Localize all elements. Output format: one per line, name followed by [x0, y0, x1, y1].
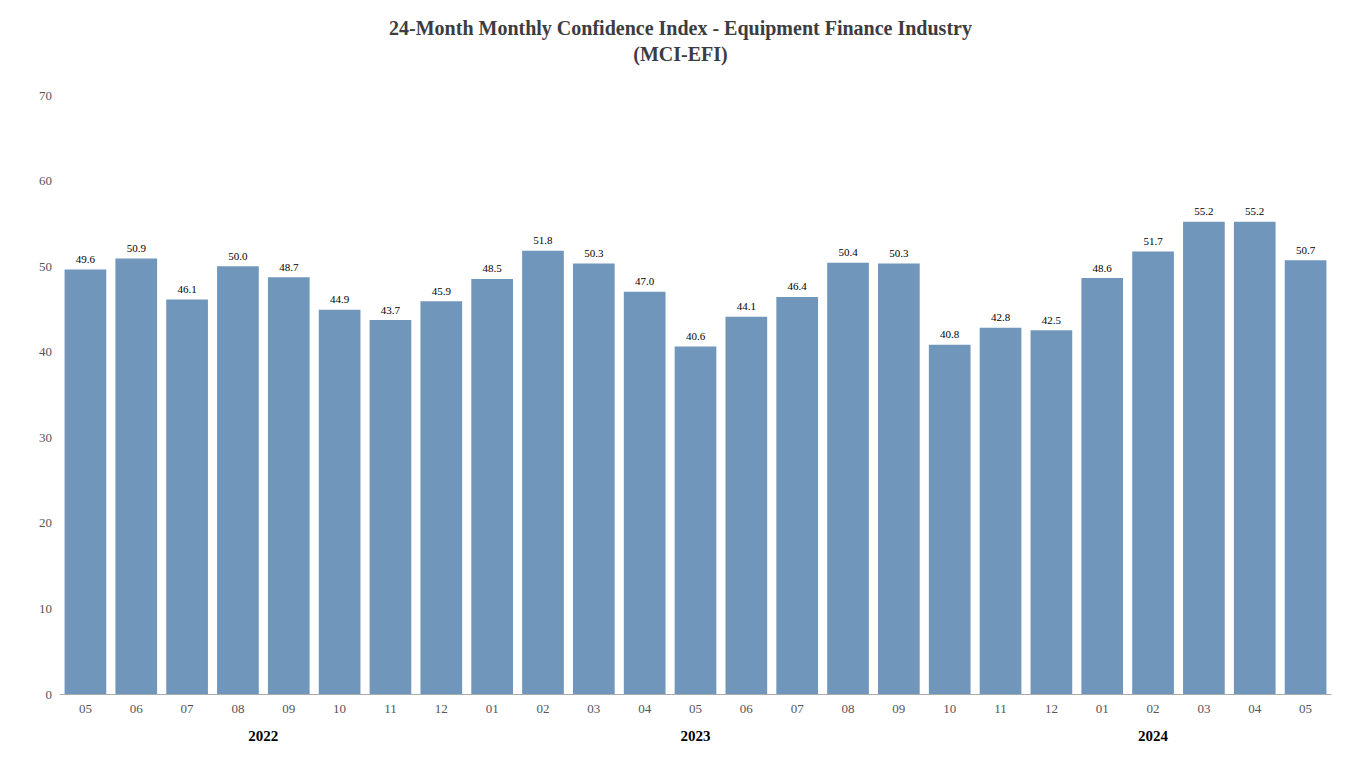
svg-text:60: 60 — [39, 173, 52, 188]
svg-text:46.4: 46.4 — [788, 280, 808, 292]
svg-text:06: 06 — [130, 701, 144, 716]
svg-text:2022: 2022 — [248, 728, 278, 744]
svg-text:47.0: 47.0 — [635, 275, 655, 287]
svg-text:40.8: 40.8 — [940, 328, 960, 340]
svg-text:49.6: 49.6 — [76, 253, 96, 265]
svg-text:11: 11 — [994, 701, 1007, 716]
svg-text:51.7: 51.7 — [1143, 235, 1163, 247]
svg-text:03: 03 — [1197, 701, 1210, 716]
svg-text:01: 01 — [1096, 701, 1109, 716]
svg-text:05: 05 — [79, 701, 92, 716]
svg-text:51.8: 51.8 — [533, 234, 553, 246]
svg-text:05: 05 — [1299, 701, 1312, 716]
svg-text:08: 08 — [842, 701, 855, 716]
svg-text:48.6: 48.6 — [1093, 262, 1113, 274]
svg-text:44.9: 44.9 — [330, 293, 350, 305]
svg-text:50.9: 50.9 — [127, 242, 147, 254]
svg-text:02: 02 — [1147, 701, 1160, 716]
svg-text:42.5: 42.5 — [1042, 314, 1062, 326]
svg-text:10: 10 — [333, 701, 346, 716]
svg-text:04: 04 — [1248, 701, 1262, 716]
svg-text:43.7: 43.7 — [381, 304, 401, 316]
svg-text:12: 12 — [1045, 701, 1058, 716]
svg-text:48.5: 48.5 — [483, 262, 503, 274]
svg-text:50.7: 50.7 — [1296, 244, 1316, 256]
svg-text:55.2: 55.2 — [1245, 205, 1264, 217]
svg-text:05: 05 — [689, 701, 702, 716]
svg-text:12: 12 — [435, 701, 448, 716]
svg-text:11: 11 — [384, 701, 397, 716]
svg-text:70: 70 — [39, 88, 52, 103]
svg-text:50.3: 50.3 — [889, 247, 909, 259]
svg-text:(MCI-EFI): (MCI-EFI) — [633, 43, 727, 66]
svg-text:0: 0 — [46, 687, 53, 702]
svg-text:01: 01 — [486, 701, 499, 716]
svg-text:09: 09 — [892, 701, 905, 716]
svg-text:45.9: 45.9 — [432, 285, 452, 297]
svg-text:08: 08 — [231, 701, 244, 716]
svg-text:40.6: 40.6 — [686, 330, 706, 342]
svg-text:2024: 2024 — [1138, 728, 1169, 744]
svg-text:46.1: 46.1 — [177, 283, 196, 295]
svg-text:06: 06 — [740, 701, 754, 716]
svg-text:50.0: 50.0 — [228, 250, 248, 262]
svg-text:07: 07 — [791, 701, 805, 716]
svg-text:50.4: 50.4 — [838, 246, 858, 258]
svg-text:55.2: 55.2 — [1194, 205, 1213, 217]
svg-text:07: 07 — [181, 701, 195, 716]
svg-text:10: 10 — [943, 701, 956, 716]
svg-text:24-Month Monthly Confidence In: 24-Month Monthly Confidence Index - Equi… — [389, 17, 972, 40]
svg-text:42.8: 42.8 — [991, 311, 1011, 323]
svg-text:50: 50 — [39, 259, 52, 274]
svg-text:40: 40 — [39, 344, 52, 359]
svg-text:20: 20 — [39, 515, 52, 530]
svg-text:04: 04 — [638, 701, 652, 716]
svg-text:02: 02 — [536, 701, 549, 716]
svg-text:09: 09 — [282, 701, 295, 716]
svg-text:44.1: 44.1 — [737, 300, 756, 312]
svg-text:2023: 2023 — [681, 728, 711, 744]
svg-text:03: 03 — [587, 701, 600, 716]
svg-text:50.3: 50.3 — [584, 247, 604, 259]
svg-text:30: 30 — [39, 430, 52, 445]
svg-text:10: 10 — [39, 601, 52, 616]
svg-text:48.7: 48.7 — [279, 261, 299, 273]
